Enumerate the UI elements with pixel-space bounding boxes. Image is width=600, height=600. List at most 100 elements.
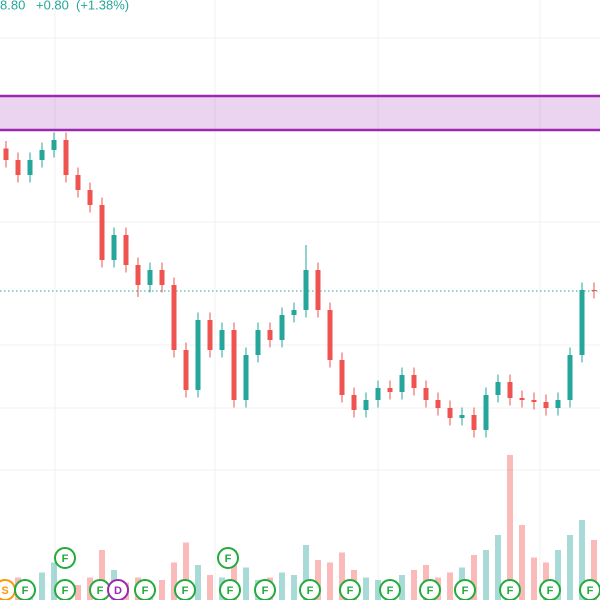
candle-body	[75, 175, 81, 190]
event-label: F	[387, 585, 394, 597]
event-label: F	[227, 585, 234, 597]
volume-bar	[195, 565, 201, 600]
volume-bar	[159, 580, 165, 600]
event-label: D	[114, 585, 122, 597]
volume-bar	[399, 575, 405, 600]
volume-bar	[207, 575, 213, 600]
volume-bar	[183, 542, 189, 600]
candle-body	[111, 235, 117, 260]
volume-bar	[375, 580, 381, 600]
volume-bar	[279, 572, 285, 600]
event-label: F	[587, 585, 594, 597]
volume-bar	[591, 540, 597, 600]
event-marker	[174, 579, 196, 600]
event-marker	[54, 547, 76, 569]
candle-body	[387, 388, 393, 392]
volume-bar	[291, 575, 297, 600]
event-marker	[579, 579, 600, 600]
event-label: F	[62, 553, 69, 565]
candle-body	[207, 320, 213, 350]
volume-bar	[495, 535, 501, 600]
candle-body	[255, 330, 261, 355]
zone-band	[0, 94, 600, 132]
event-marker	[299, 579, 321, 600]
candle-body	[507, 382, 513, 398]
candle-body	[279, 315, 285, 340]
candle-body	[195, 320, 201, 390]
candle-body	[159, 270, 165, 285]
candle-body	[459, 415, 465, 418]
candle-body	[315, 270, 321, 310]
event-label: F	[427, 585, 434, 597]
candle-body	[303, 270, 309, 310]
volume-bar	[471, 555, 477, 600]
event-label: F	[262, 585, 269, 597]
candle-body	[567, 355, 573, 400]
candle-body	[243, 355, 249, 400]
candle-body	[39, 150, 45, 160]
candle-body	[51, 140, 57, 150]
event-label: F	[307, 585, 314, 597]
candle-body	[135, 265, 141, 285]
candle-body	[267, 330, 273, 340]
volume-bar	[519, 525, 525, 600]
volume-bar	[447, 572, 453, 600]
event-label: F	[142, 585, 149, 597]
event-marker	[54, 579, 76, 600]
candle-body	[27, 160, 33, 175]
zone-layer	[0, 94, 600, 292]
event-label: F	[225, 553, 232, 565]
candle-body	[519, 398, 525, 400]
candle-body	[339, 360, 345, 395]
volume-bar	[231, 550, 237, 600]
candle-layer	[3, 132, 597, 438]
candle-body	[555, 400, 561, 408]
volume-bar	[579, 520, 585, 600]
event-label: F	[462, 585, 469, 597]
event-label: S	[1, 585, 8, 597]
volume-bar	[483, 550, 489, 600]
candle-body	[531, 400, 537, 402]
volume-bar	[555, 550, 561, 600]
event-label: F	[97, 585, 104, 597]
event-layer: S F F F D F F F F F F F F F F F FF F	[0, 547, 600, 600]
candle-body	[231, 330, 237, 400]
volume-bar	[303, 545, 309, 600]
volume-bar	[75, 585, 81, 600]
event-label: F	[62, 585, 69, 597]
candle-body	[291, 310, 297, 315]
volume-bar	[315, 560, 321, 600]
volume-bar	[171, 562, 177, 600]
candle-body	[183, 350, 189, 390]
volume-bar	[567, 535, 573, 600]
volume-bar	[51, 562, 57, 600]
volume-bar	[99, 550, 105, 600]
candle-body	[483, 395, 489, 430]
candle-body	[579, 290, 585, 355]
candle-body	[471, 415, 477, 430]
candle-body	[447, 408, 453, 418]
event-marker	[539, 579, 561, 600]
header-change: +0.80	[36, 0, 69, 12]
candle-body	[591, 290, 597, 291]
volume-bar	[507, 455, 513, 600]
event-label: F	[547, 585, 554, 597]
candle-body	[351, 395, 357, 410]
event-marker	[134, 579, 156, 600]
candle-body	[147, 270, 153, 285]
candle-body	[327, 310, 333, 360]
candle-body	[99, 205, 105, 260]
candle-body	[63, 140, 69, 175]
event-marker	[14, 579, 36, 600]
event-label: F	[347, 585, 354, 597]
candle-body	[435, 400, 441, 408]
volume-bar	[363, 577, 369, 600]
candle-body	[411, 375, 417, 388]
candle-body	[399, 375, 405, 392]
event-marker	[419, 579, 441, 600]
event-marker	[107, 579, 129, 600]
event-marker	[217, 547, 239, 569]
event-marker	[339, 579, 361, 600]
volume-layer	[3, 455, 597, 600]
event-label: F	[507, 585, 514, 597]
